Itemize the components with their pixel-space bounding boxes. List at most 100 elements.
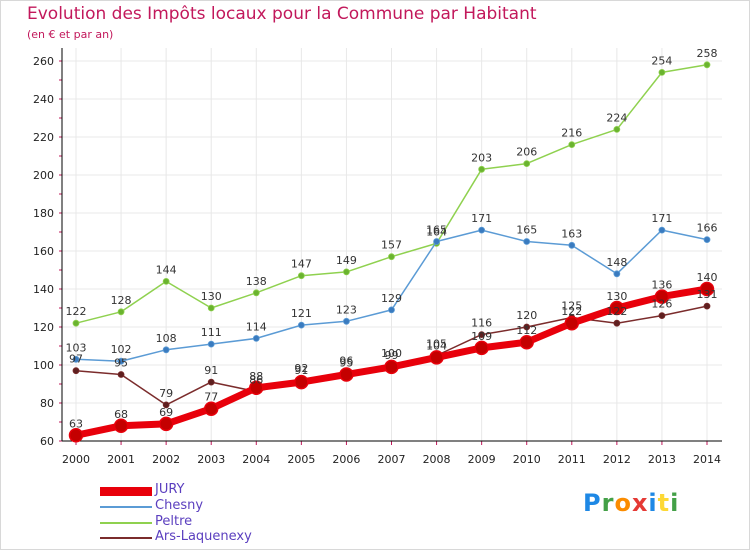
- data-label-ars-laquenexy: 95: [114, 357, 128, 370]
- data-point-chesny: [388, 306, 395, 314]
- data-point-chesny: [478, 226, 486, 234]
- y-tick-label: 180: [33, 207, 54, 220]
- data-label-chesny: 129: [381, 292, 402, 305]
- data-label-ars-laquenexy: 91: [204, 364, 218, 377]
- x-tick-label: 2011: [558, 453, 586, 466]
- data-label-chesny: 163: [561, 227, 582, 240]
- y-tick-label: 140: [33, 283, 54, 296]
- data-point-peltre: [252, 289, 260, 297]
- data-label-jury: 91: [294, 364, 308, 377]
- chart-subtitle: (en € et par an): [27, 28, 114, 41]
- data-point-jury: [68, 428, 84, 443]
- data-label-chesny: 171: [651, 212, 672, 225]
- data-label-chesny: 108: [156, 332, 177, 345]
- data-point-jury: [158, 416, 174, 432]
- logo-letter: r: [601, 489, 615, 517]
- data-label-peltre: 138: [246, 275, 267, 288]
- data-point-chesny: [613, 270, 621, 278]
- data-point-chesny: [568, 241, 576, 249]
- x-tick-label: 2013: [648, 453, 676, 466]
- data-label-ars-laquenexy: 86: [249, 374, 263, 387]
- data-label-peltre: 122: [66, 305, 87, 318]
- data-label-ars-laquenexy: 92: [294, 362, 308, 375]
- data-label-peltre: 157: [381, 239, 402, 252]
- data-label-peltre: 254: [651, 54, 672, 67]
- data-label-jury: 112: [516, 324, 537, 337]
- y-tick-label: 80: [40, 397, 54, 410]
- data-point-peltre: [72, 319, 80, 327]
- legend-swatch-jury: [100, 486, 152, 496]
- data-label-chesny: 114: [246, 320, 267, 333]
- data-label-chesny: 103: [66, 341, 87, 354]
- logo-letter: i: [670, 489, 680, 517]
- data-label-jury: 63: [69, 417, 83, 430]
- data-label-jury: 69: [159, 406, 173, 419]
- data-point-jury: [609, 300, 625, 316]
- x-tick-label: 2010: [513, 453, 541, 466]
- data-point-ars-laquenexy: [613, 319, 621, 327]
- data-label-peltre: 144: [156, 263, 177, 276]
- data-label-jury: 140: [697, 271, 718, 284]
- x-tick-label: 2009: [468, 453, 496, 466]
- legend-label-peltre: Peltre: [155, 514, 193, 529]
- x-tick-label: 2001: [107, 453, 135, 466]
- data-point-jury: [339, 367, 354, 382]
- legend-swatch-peltre: [100, 522, 152, 524]
- data-point-peltre: [162, 277, 170, 285]
- x-tick-label: 2012: [603, 453, 631, 466]
- data-label-ars-laquenexy: 116: [471, 317, 492, 330]
- data-point-peltre: [703, 61, 711, 69]
- data-point-chesny: [207, 340, 215, 348]
- x-tick-label: 2000: [62, 453, 90, 466]
- data-point-jury: [564, 315, 580, 331]
- x-tick-label: 2005: [287, 453, 315, 466]
- data-point-jury: [699, 281, 715, 297]
- data-label-jury: 104: [426, 339, 447, 352]
- legend-label-jury: JURY: [155, 482, 185, 497]
- logo-letter: i: [648, 489, 658, 517]
- data-label-jury: 109: [471, 330, 492, 343]
- y-tick-label: 100: [33, 359, 54, 372]
- data-point-ars-laquenexy: [523, 323, 531, 331]
- data-label-ars-laquenexy: 96: [339, 355, 353, 368]
- data-point-ars-laquenexy: [117, 371, 125, 378]
- data-label-chesny: 148: [606, 256, 627, 269]
- data-label-chesny: 102: [111, 343, 132, 356]
- data-label-ars-laquenexy: 79: [159, 387, 173, 400]
- data-point-chesny: [703, 236, 711, 244]
- data-point-peltre: [658, 69, 666, 76]
- data-label-peltre: 224: [606, 111, 627, 124]
- data-point-jury: [113, 418, 129, 434]
- x-tick-label: 2007: [378, 453, 406, 466]
- data-point-peltre: [523, 160, 531, 168]
- logo-letter: o: [614, 489, 632, 517]
- x-tick-label: 2006: [332, 453, 360, 466]
- y-tick-label: 240: [33, 93, 54, 106]
- x-tick-label: 2004: [242, 453, 270, 466]
- data-point-peltre: [568, 141, 576, 149]
- data-point-ars-laquenexy: [658, 312, 666, 320]
- data-point-ars-laquenexy: [703, 302, 711, 310]
- data-label-peltre: 147: [291, 258, 312, 271]
- data-label-peltre: 203: [471, 151, 492, 164]
- data-label-peltre: 216: [561, 127, 582, 140]
- data-point-jury: [249, 380, 264, 396]
- data-label-ars-laquenexy: 100: [381, 347, 402, 360]
- data-label-ars-laquenexy: 125: [561, 300, 582, 313]
- data-label-peltre: 128: [111, 294, 132, 307]
- data-point-chesny: [433, 238, 440, 245]
- data-label-jury: 122: [561, 305, 582, 318]
- data-label-ars-laquenexy: 122: [606, 305, 627, 318]
- legend-label-ars-laquenexy: Ars-Laquenexy: [155, 529, 252, 544]
- data-point-chesny: [297, 321, 305, 329]
- data-label-ars-laquenexy: 105: [426, 338, 447, 351]
- data-point-peltre: [117, 308, 125, 316]
- data-point-ars-laquenexy: [478, 331, 486, 339]
- data-label-jury: 99: [385, 349, 399, 362]
- y-tick-label: 60: [40, 435, 54, 448]
- data-label-ars-laquenexy: 120: [516, 309, 537, 322]
- data-label-jury: 88: [249, 370, 263, 383]
- data-label-ars-laquenexy: 97: [69, 353, 83, 366]
- y-tick-label: 120: [33, 321, 54, 334]
